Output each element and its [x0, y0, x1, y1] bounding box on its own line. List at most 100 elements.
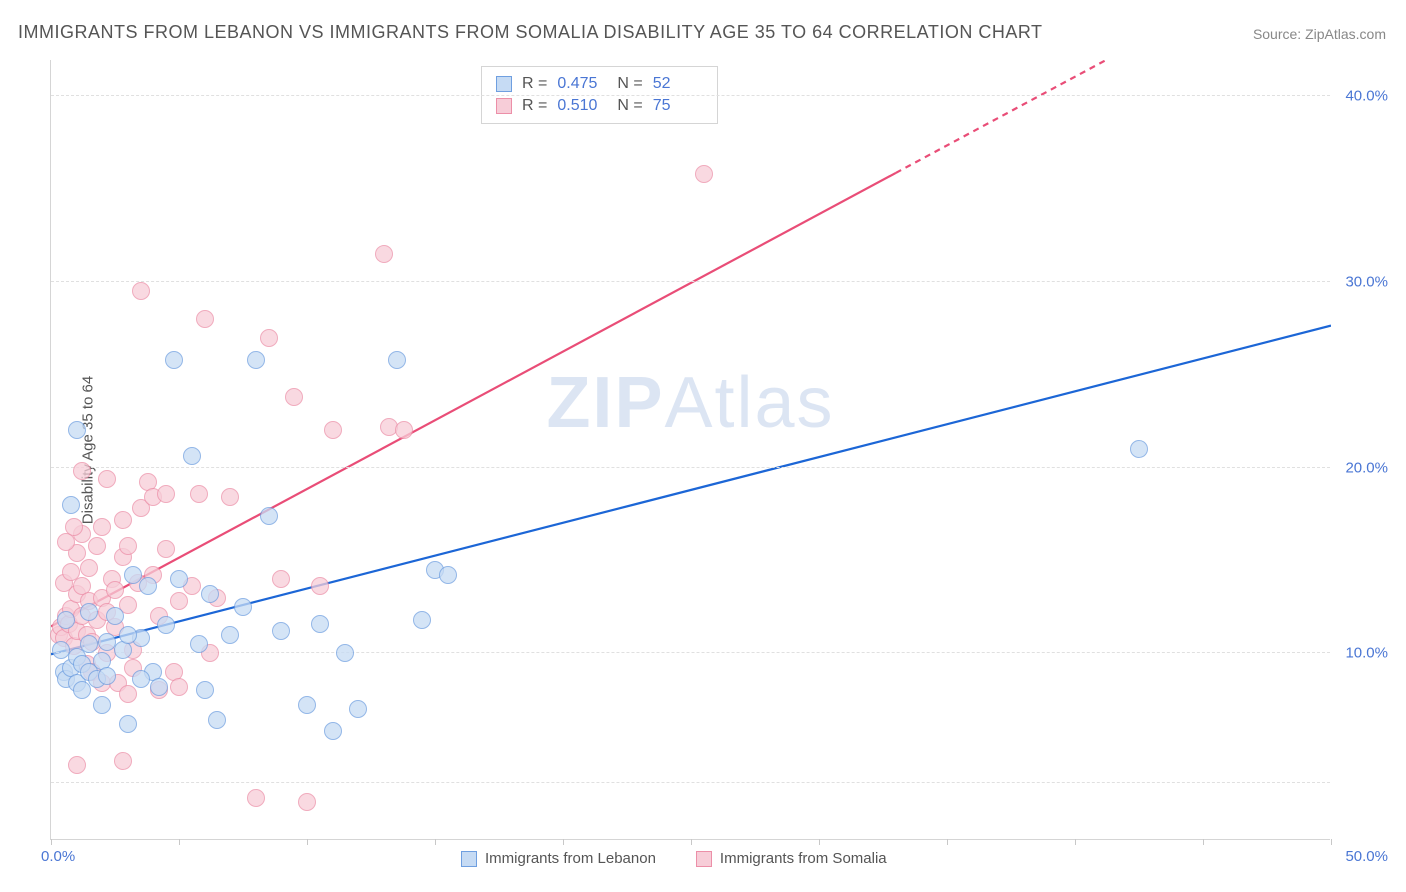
scatter-point-lebanon	[132, 670, 150, 688]
scatter-point-lebanon	[298, 696, 316, 714]
y-tick-label: 30.0%	[1345, 273, 1388, 290]
scatter-point-somalia	[106, 581, 124, 599]
scatter-point-lebanon	[73, 681, 91, 699]
scatter-point-lebanon	[68, 421, 86, 439]
scatter-point-lebanon	[260, 507, 278, 525]
stats-r-somalia: 0.510	[557, 97, 607, 115]
legend-label-lebanon: Immigrants from Lebanon	[485, 850, 656, 867]
chart-area: Disability Age 35 to 64 ZIPAtlas R = 0.4…	[50, 60, 1390, 840]
scatter-point-lebanon	[80, 635, 98, 653]
scatter-point-somalia	[395, 421, 413, 439]
scatter-point-somalia	[260, 329, 278, 347]
scatter-point-lebanon	[157, 616, 175, 634]
stats-r-label2: R =	[522, 97, 547, 115]
scatter-point-somalia	[114, 511, 132, 529]
legend-label-somalia: Immigrants from Somalia	[720, 850, 887, 867]
scatter-point-lebanon	[52, 641, 70, 659]
scatter-point-lebanon	[80, 603, 98, 621]
scatter-point-somalia	[311, 577, 329, 595]
x-origin-label: 0.0%	[41, 848, 75, 865]
x-tick	[307, 839, 308, 845]
stats-n-label: N =	[617, 75, 642, 93]
scatter-point-somalia	[221, 488, 239, 506]
scatter-point-lebanon	[234, 598, 252, 616]
scatter-point-lebanon	[165, 351, 183, 369]
gridline-h	[51, 95, 1330, 96]
stats-n-somalia: 75	[653, 97, 703, 115]
x-tick	[691, 839, 692, 845]
scatter-point-lebanon	[349, 700, 367, 718]
swatch-lebanon	[496, 76, 512, 92]
scatter-point-lebanon	[439, 566, 457, 584]
scatter-point-somalia	[272, 570, 290, 588]
scatter-point-lebanon	[272, 622, 290, 640]
x-tick	[1331, 839, 1332, 845]
stats-row-lebanon: R = 0.475 N = 52	[496, 73, 703, 95]
scatter-point-lebanon	[336, 644, 354, 662]
gridline-h	[51, 467, 1330, 468]
swatch-somalia	[496, 98, 512, 114]
scatter-point-somalia	[88, 537, 106, 555]
scatter-point-lebanon	[183, 447, 201, 465]
chart-title: IMMIGRANTS FROM LEBANON VS IMMIGRANTS FR…	[18, 22, 1043, 43]
x-tick	[563, 839, 564, 845]
scatter-point-lebanon	[324, 722, 342, 740]
stats-n-label2: N =	[617, 97, 642, 115]
scatter-point-somalia	[170, 678, 188, 696]
scatter-point-somalia	[132, 282, 150, 300]
source-value: ZipAtlas.com	[1305, 26, 1386, 42]
stats-r-label: R =	[522, 75, 547, 93]
scatter-point-lebanon	[1130, 440, 1148, 458]
scatter-point-lebanon	[388, 351, 406, 369]
scatter-point-lebanon	[196, 681, 214, 699]
scatter-point-somalia	[93, 518, 111, 536]
legend-item-somalia: Immigrants from Somalia	[696, 850, 887, 867]
y-tick-label: 40.0%	[1345, 88, 1388, 105]
watermark-light: Atlas	[664, 363, 834, 443]
scatter-point-somalia	[157, 540, 175, 558]
scatter-point-lebanon	[93, 696, 111, 714]
stats-r-lebanon: 0.475	[557, 75, 607, 93]
scatter-point-somalia	[114, 752, 132, 770]
source-attribution: Source: ZipAtlas.com	[1253, 26, 1386, 42]
x-tick	[51, 839, 52, 845]
scatter-point-somalia	[375, 245, 393, 263]
watermark-bold: ZIP	[546, 363, 664, 443]
x-tick	[819, 839, 820, 845]
source-label: Source:	[1253, 26, 1301, 42]
x-tick	[1203, 839, 1204, 845]
scatter-point-lebanon	[170, 570, 188, 588]
scatter-point-somalia	[285, 388, 303, 406]
scatter-point-somalia	[298, 793, 316, 811]
scatter-point-somalia	[324, 421, 342, 439]
scatter-point-somalia	[119, 537, 137, 555]
chart-container: IMMIGRANTS FROM LEBANON VS IMMIGRANTS FR…	[0, 0, 1406, 892]
scatter-point-somalia	[247, 789, 265, 807]
stats-n-lebanon: 52	[653, 75, 703, 93]
scatter-point-lebanon	[311, 615, 329, 633]
legend-item-lebanon: Immigrants from Lebanon	[461, 850, 656, 867]
y-tick-label: 20.0%	[1345, 459, 1388, 476]
scatter-point-lebanon	[190, 635, 208, 653]
x-tick	[1075, 839, 1076, 845]
x-tick	[179, 839, 180, 845]
x-max-label: 50.0%	[1345, 848, 1388, 865]
scatter-point-lebanon	[98, 667, 116, 685]
scatter-point-somalia	[65, 518, 83, 536]
scatter-point-somalia	[196, 310, 214, 328]
plot-region: ZIPAtlas R = 0.475 N = 52 R = 0.510 N = …	[50, 60, 1330, 840]
x-tick	[435, 839, 436, 845]
stats-row-somalia: R = 0.510 N = 75	[496, 95, 703, 117]
scatter-point-somalia	[695, 165, 713, 183]
scatter-point-somalia	[80, 559, 98, 577]
scatter-point-lebanon	[247, 351, 265, 369]
scatter-point-somalia	[98, 470, 116, 488]
scatter-point-somalia	[119, 685, 137, 703]
scatter-point-somalia	[73, 462, 91, 480]
scatter-point-lebanon	[208, 711, 226, 729]
scatter-point-somalia	[190, 485, 208, 503]
scatter-point-lebanon	[106, 607, 124, 625]
scatter-point-lebanon	[119, 626, 137, 644]
gridline-h	[51, 281, 1330, 282]
bottom-legend: Immigrants from Lebanon Immigrants from …	[461, 850, 887, 867]
